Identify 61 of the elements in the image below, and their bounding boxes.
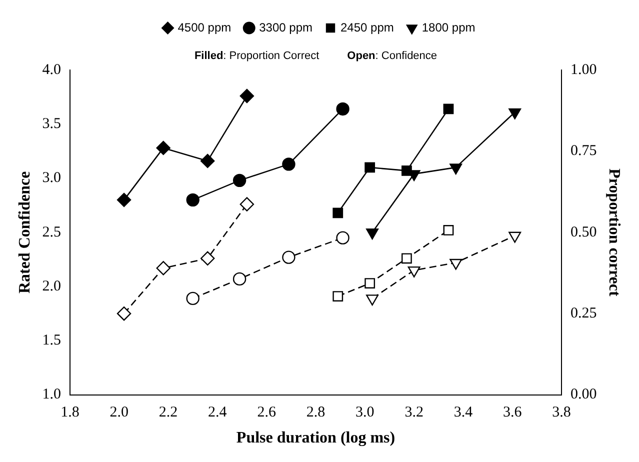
x-tick-label: 2.2 (158, 404, 178, 421)
legend-label: 4500 ppm (178, 20, 232, 34)
point (232, 174, 246, 188)
y-tick-label: 1.0 (42, 386, 61, 403)
y2-tick-label: 1.00 (570, 62, 597, 78)
point (200, 251, 215, 266)
point (240, 197, 254, 212)
x-axis-title: Pulse duration (log ms) (236, 430, 396, 447)
point (336, 102, 350, 116)
point (282, 158, 296, 171)
x-tick-label: 3.8 (552, 404, 571, 421)
y-tick-label: 4.0 (42, 62, 61, 78)
point (408, 266, 420, 278)
x-tick-label: 2.6 (257, 404, 276, 421)
point (364, 162, 376, 173)
y-tick-label: 3.5 (42, 116, 61, 132)
point (156, 261, 170, 276)
point (336, 231, 350, 244)
point (508, 232, 522, 243)
point (332, 291, 344, 302)
y-tick-label: 1.5 (42, 332, 61, 349)
point (402, 253, 412, 264)
x-tick-label: 2.4 (208, 404, 228, 421)
point (282, 250, 296, 264)
x-tick-label: 2.8 (306, 404, 326, 421)
legend-label: 3300 ppm (259, 20, 313, 34)
x-tick-label: 3.2 (404, 404, 424, 421)
y2-axis-title: Proportion correct (605, 168, 622, 297)
x-tick-label: 3.0 (356, 404, 374, 421)
point (232, 272, 246, 286)
point (402, 165, 412, 176)
point (364, 278, 376, 288)
point (443, 104, 454, 114)
y2-tick-label: 0.00 (570, 386, 597, 403)
point (186, 193, 200, 207)
x-tick-label: 2.0 (110, 404, 128, 421)
point (366, 228, 379, 240)
y-tick-label: 2.5 (42, 224, 61, 240)
y-axis-title: Rated Confidence (16, 171, 34, 294)
x-tick-label: 1.8 (60, 404, 80, 421)
legend-label: 1800 ppm (422, 20, 476, 34)
x-tick-label: 3.6 (503, 404, 522, 421)
y2-tick-label: 0.50 (570, 224, 597, 240)
y2-tick-label: 0.75 (570, 143, 597, 160)
point (332, 208, 344, 218)
point (240, 88, 254, 104)
point (443, 225, 454, 236)
point (186, 292, 200, 306)
point (450, 258, 462, 270)
text: Filled: Proportion Correct (194, 50, 320, 62)
text: Open: Confidence (347, 50, 438, 62)
y-tick-label: 2.0 (42, 278, 61, 294)
point (116, 192, 132, 208)
point (508, 108, 522, 120)
point (116, 306, 132, 321)
x-tick-label: 3.4 (454, 404, 474, 421)
point (200, 154, 215, 168)
y2-tick-label: 0.25 (570, 306, 597, 322)
y-tick-label: 3.0 (42, 170, 61, 186)
point (156, 140, 170, 156)
legend-label: 2450 ppm (340, 20, 394, 34)
